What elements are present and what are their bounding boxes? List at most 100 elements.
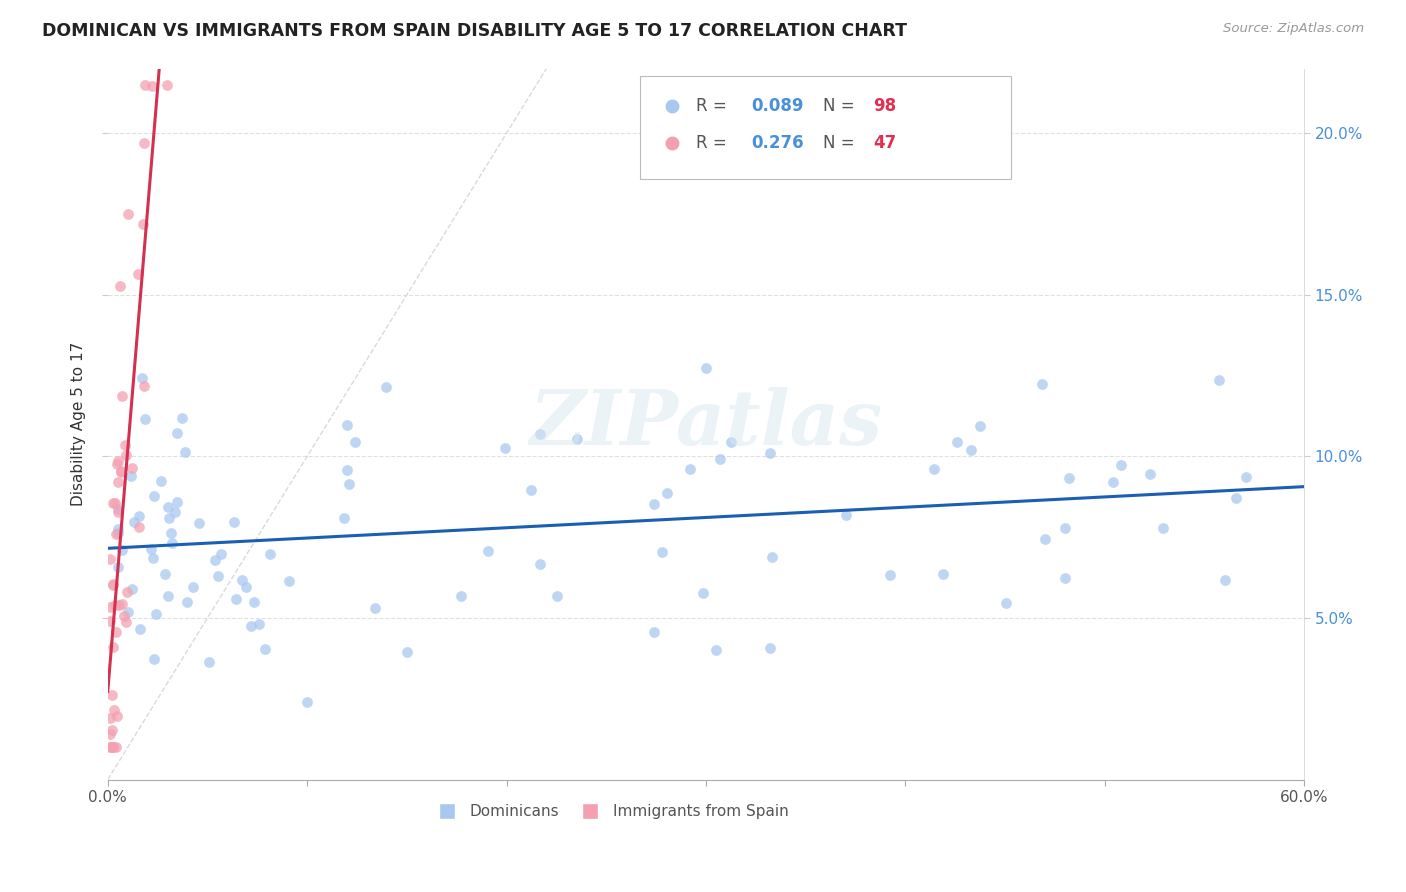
Point: [374, 379, 396, 393]
Point: [176, 595, 198, 609]
Point: [333, 511, 356, 525]
Point: [704, 643, 727, 657]
Point: [450, 589, 472, 603]
Point: [759, 446, 782, 460]
Point: [107, 522, 129, 536]
Point: [105, 708, 128, 723]
Point: [101, 740, 124, 755]
Point: [156, 78, 179, 92]
Text: N =: N =: [823, 134, 860, 153]
Point: [155, 567, 177, 582]
Point: [166, 495, 188, 509]
Point: [946, 434, 969, 449]
Point: [103, 578, 125, 592]
Point: [117, 605, 139, 619]
Text: R =: R =: [696, 97, 733, 115]
Point: [969, 418, 991, 433]
Point: [231, 573, 253, 587]
Point: [159, 526, 181, 541]
Point: [121, 461, 143, 475]
Point: [1033, 532, 1056, 546]
Point: [173, 444, 195, 458]
Point: [100, 740, 122, 755]
Point: [761, 550, 783, 565]
Point: [225, 592, 247, 607]
Point: [128, 520, 150, 534]
Point: [1059, 471, 1081, 485]
Point: [209, 547, 232, 561]
Point: [105, 624, 128, 639]
Text: R =: R =: [696, 134, 733, 153]
Point: [98, 740, 121, 755]
Point: [181, 580, 204, 594]
Point: [132, 379, 155, 393]
Point: [1236, 469, 1258, 483]
Point: [520, 483, 543, 497]
Point: [336, 463, 359, 477]
Text: Source: ZipAtlas.com: Source: ZipAtlas.com: [1223, 22, 1364, 36]
Point: [142, 489, 165, 503]
Point: [100, 723, 122, 737]
Text: 98: 98: [873, 97, 897, 115]
Point: [98, 727, 121, 741]
Point: [170, 410, 193, 425]
Point: [932, 566, 955, 581]
Point: [120, 469, 142, 483]
Point: [1109, 458, 1132, 472]
Point: [295, 695, 318, 709]
Point: [157, 511, 180, 525]
Point: [477, 544, 499, 558]
Point: [1139, 467, 1161, 481]
Point: [163, 505, 186, 519]
Point: [110, 464, 132, 478]
Point: [546, 589, 568, 603]
Point: [235, 581, 257, 595]
Point: [834, 508, 856, 522]
Point: [567, 432, 589, 446]
Point: [1225, 491, 1247, 505]
Point: [104, 496, 127, 510]
Point: [110, 279, 132, 293]
Point: [101, 577, 124, 591]
Point: [121, 582, 143, 596]
Point: [1152, 521, 1174, 535]
Point: [879, 568, 901, 582]
Point: [98, 552, 121, 566]
Point: [100, 599, 122, 614]
Point: [132, 217, 155, 231]
Point: [127, 268, 149, 282]
Point: [259, 547, 281, 561]
Point: [166, 426, 188, 441]
Point: [101, 640, 124, 654]
Point: [188, 516, 211, 531]
Point: [156, 589, 179, 603]
Point: [156, 500, 179, 514]
Point: [111, 389, 134, 403]
Text: DOMINICAN VS IMMIGRANTS FROM SPAIN DISABILITY AGE 5 TO 17 CORRELATION CHART: DOMINICAN VS IMMIGRANTS FROM SPAIN DISAB…: [42, 22, 907, 40]
Point: [643, 497, 665, 511]
Text: 0.089: 0.089: [751, 97, 804, 115]
FancyBboxPatch shape: [640, 76, 1011, 178]
Point: [115, 585, 138, 599]
Point: [111, 542, 134, 557]
Point: [247, 616, 270, 631]
Point: [98, 711, 121, 725]
Point: [149, 474, 172, 488]
Point: [107, 525, 129, 540]
Point: [108, 599, 131, 613]
Point: [1053, 521, 1076, 535]
Point: [107, 501, 129, 516]
Point: [363, 600, 385, 615]
Point: [278, 574, 301, 588]
Point: [141, 78, 163, 93]
Point: [692, 586, 714, 600]
Point: [129, 622, 152, 636]
Point: [104, 740, 127, 755]
Point: [122, 515, 145, 529]
Point: [224, 516, 246, 530]
Point: [1054, 571, 1077, 585]
Point: [105, 457, 128, 471]
Point: [143, 652, 166, 666]
Point: [105, 527, 128, 541]
Text: N =: N =: [823, 97, 860, 115]
